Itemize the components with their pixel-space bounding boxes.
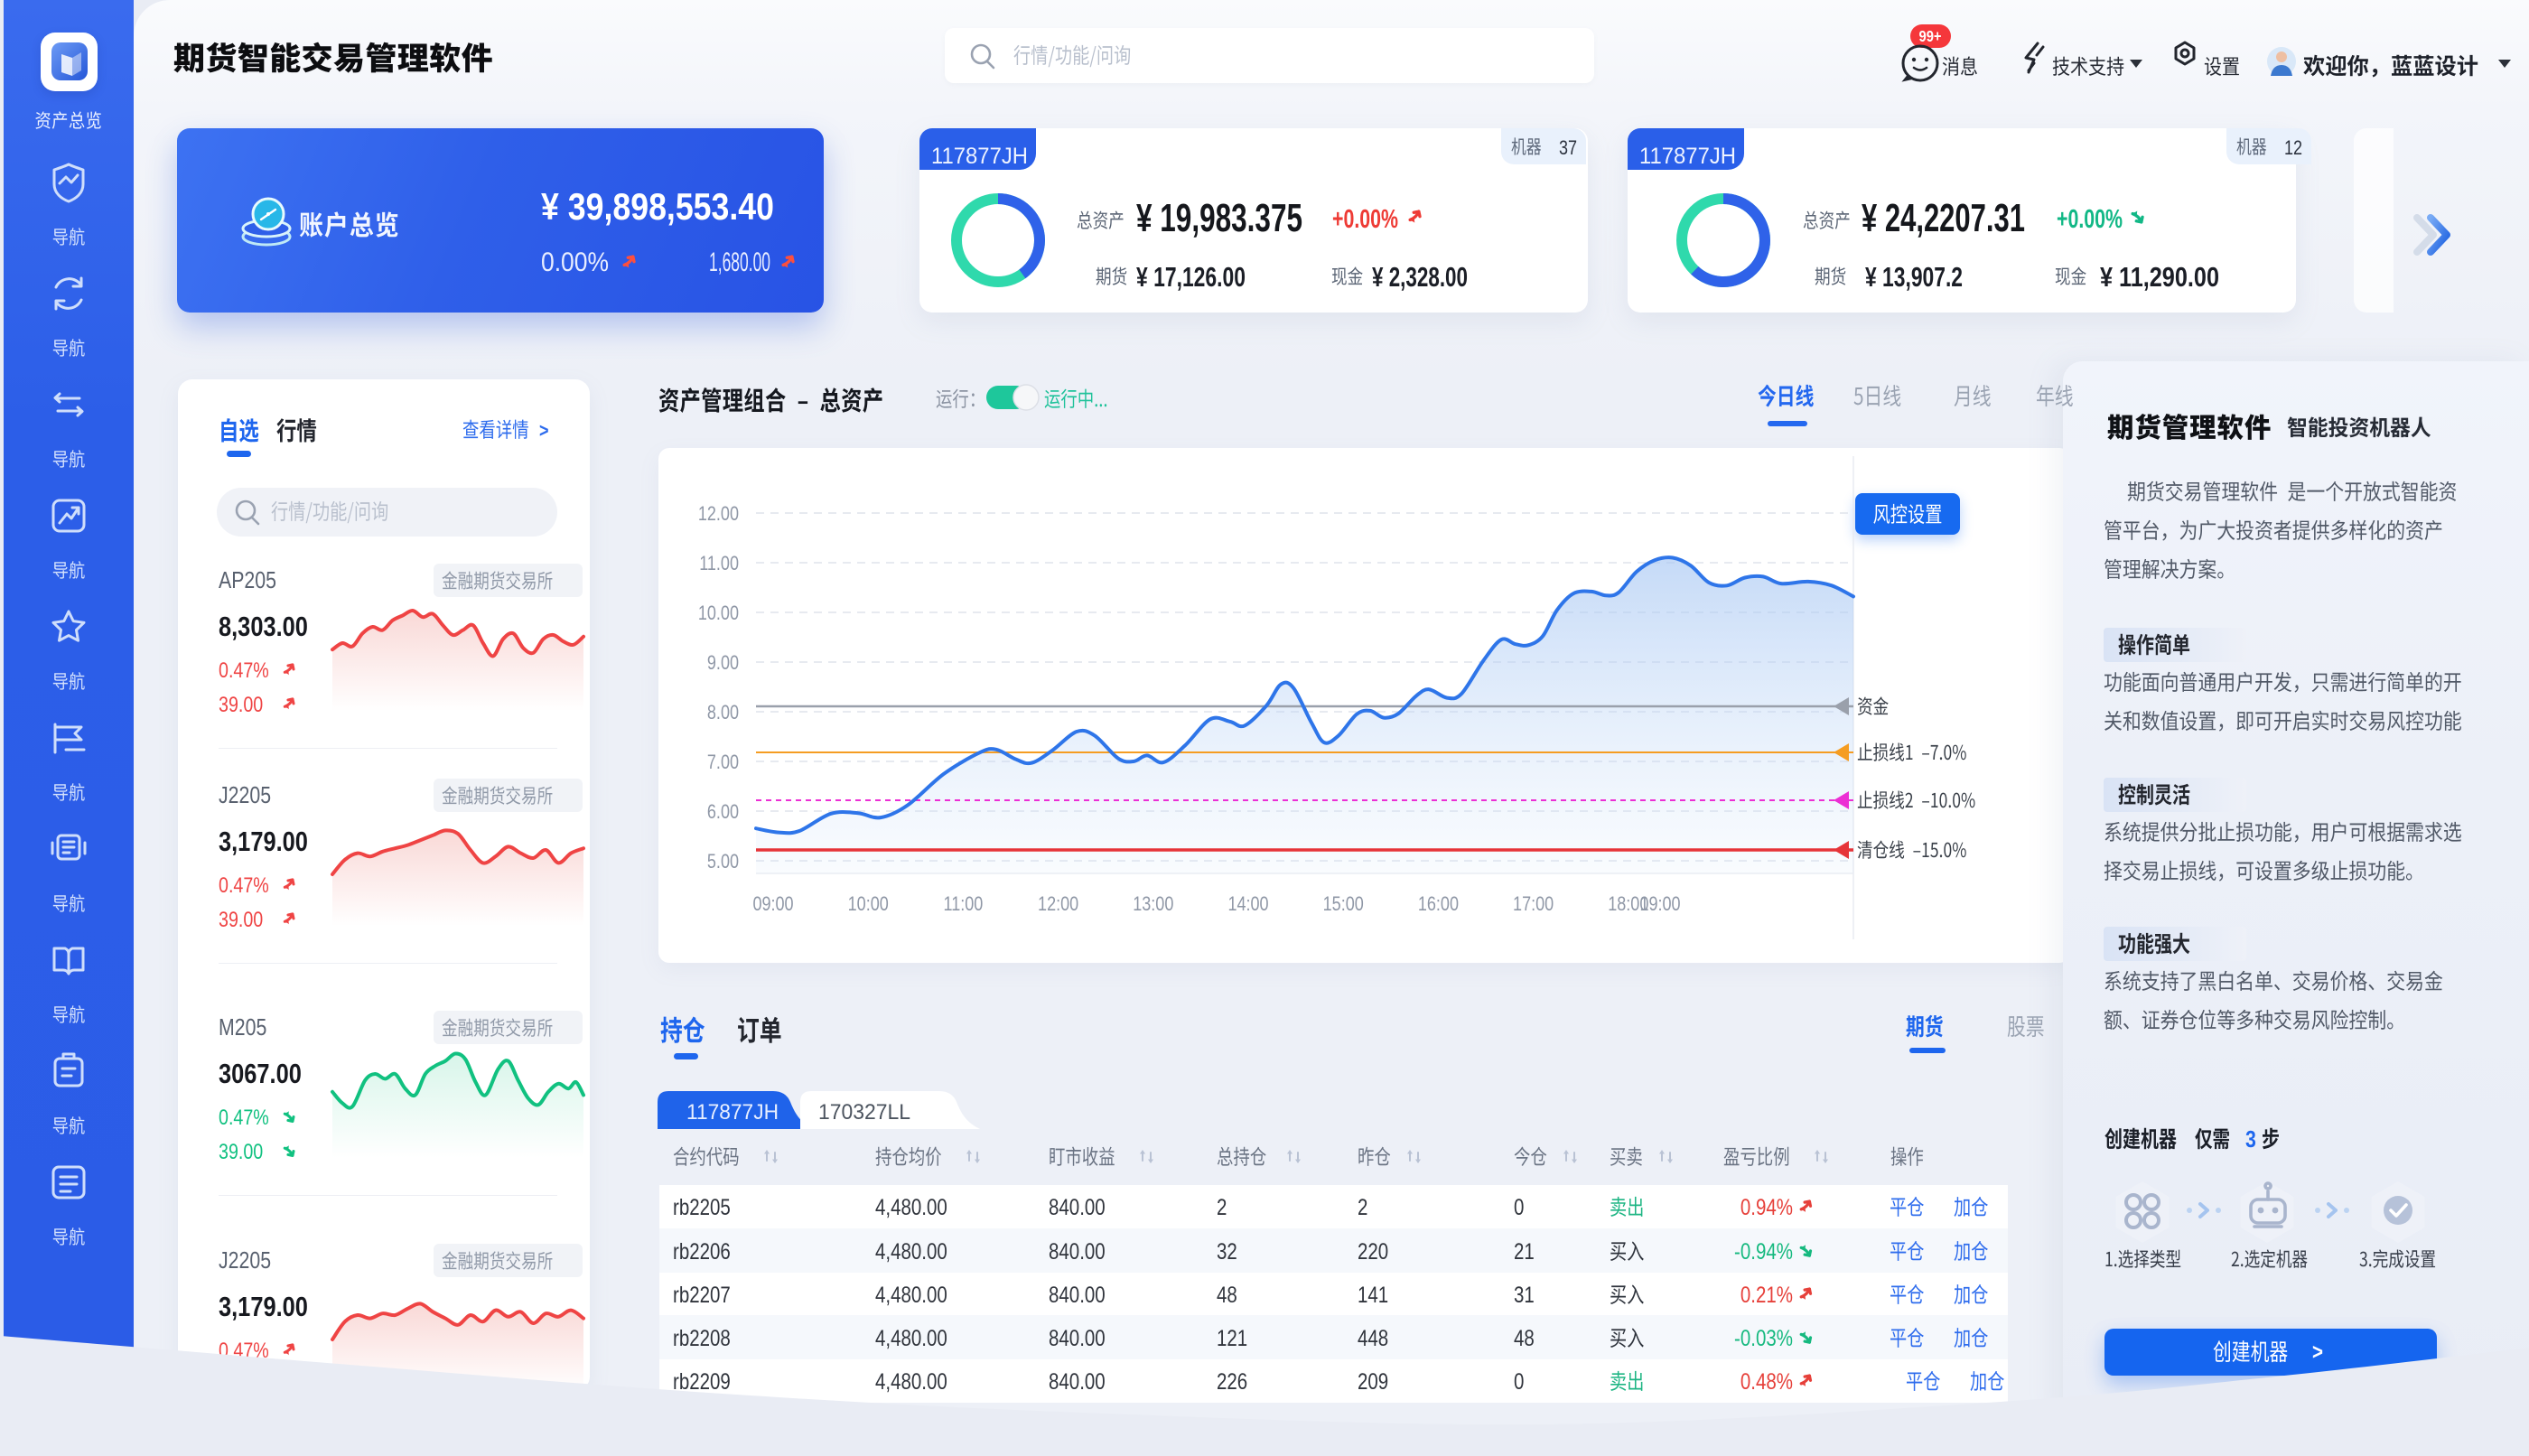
svg-text:39.00: 39.00 [219, 1139, 263, 1163]
svg-text:rb2206: rb2206 [673, 1238, 731, 1264]
svg-text:-0.03%: -0.03% [1734, 1325, 1793, 1350]
svg-text:M205: M205 [219, 1014, 266, 1041]
svg-text:840.00: 840.00 [1049, 1282, 1106, 1307]
svg-text:141: 141 [1358, 1282, 1388, 1307]
svg-text:6.00: 6.00 [707, 801, 739, 823]
svg-text:448: 448 [1358, 1325, 1388, 1350]
svg-text:37: 37 [1559, 137, 1577, 159]
svg-text:¥ 17,126.00: ¥ 17,126.00 [1136, 261, 1246, 293]
svg-text:117877JH: 117877JH [1639, 144, 1736, 169]
svg-text:3: 3 [2245, 1126, 2256, 1153]
svg-text:rb2209: rb2209 [673, 1368, 731, 1394]
svg-text:12:00: 12:00 [1038, 893, 1078, 915]
svg-text:31: 31 [1514, 1282, 1535, 1307]
svg-text:14:00: 14:00 [1227, 893, 1268, 915]
svg-text:+0.00%: +0.00% [1332, 205, 1398, 234]
svg-text:1,680.00: 1,680.00 [709, 247, 770, 277]
svg-text:4,480.00: 4,480.00 [875, 1368, 947, 1394]
svg-text:11:00: 11:00 [944, 893, 984, 915]
svg-text:3,179.00: 3,179.00 [219, 826, 308, 858]
svg-text:99+: 99+ [1918, 28, 1941, 46]
svg-text:209: 209 [1358, 1368, 1388, 1394]
svg-text:48: 48 [1217, 1282, 1237, 1307]
svg-text:3,179.00: 3,179.00 [219, 1292, 308, 1323]
svg-text:4,480.00: 4,480.00 [875, 1325, 947, 1350]
svg-text:117877JH: 117877JH [686, 1100, 779, 1125]
svg-text:rb2208: rb2208 [673, 1325, 731, 1350]
svg-text:12: 12 [2284, 137, 2302, 159]
svg-text:15:00: 15:00 [1323, 893, 1364, 915]
svg-text:121: 121 [1217, 1325, 1247, 1350]
svg-text:¥ 11,290.00: ¥ 11,290.00 [2100, 261, 2219, 293]
svg-text:0.94%: 0.94% [1740, 1194, 1793, 1219]
svg-text:9.00: 9.00 [707, 652, 739, 674]
svg-text:AP205: AP205 [219, 567, 276, 594]
svg-text:19:00: 19:00 [1639, 893, 1680, 915]
svg-text:840.00: 840.00 [1049, 1325, 1106, 1350]
svg-text:0.47%: 0.47% [219, 658, 269, 682]
svg-text:220: 220 [1358, 1238, 1388, 1264]
svg-text:117877JH: 117877JH [931, 144, 1028, 169]
svg-text:48: 48 [1514, 1325, 1535, 1350]
svg-text:09:00: 09:00 [752, 893, 793, 915]
svg-text:2: 2 [1217, 1194, 1227, 1219]
svg-text:0.48%: 0.48% [1740, 1368, 1793, 1394]
svg-text:226: 226 [1217, 1368, 1247, 1394]
svg-text:2: 2 [1358, 1194, 1367, 1219]
svg-text:12.00: 12.00 [698, 503, 739, 525]
svg-text:4,480.00: 4,480.00 [875, 1282, 947, 1307]
svg-text:32: 32 [1217, 1238, 1237, 1264]
svg-text:16:00: 16:00 [1418, 893, 1459, 915]
svg-text:840.00: 840.00 [1049, 1238, 1106, 1264]
svg-text:0: 0 [1514, 1368, 1524, 1394]
svg-text:0.00%: 0.00% [541, 247, 609, 277]
svg-text:0: 0 [1514, 1194, 1524, 1219]
svg-text:¥ 39,898,553.40: ¥ 39,898,553.40 [541, 185, 774, 228]
svg-text:39.00: 39.00 [219, 907, 263, 931]
svg-text:13:00: 13:00 [1133, 893, 1173, 915]
svg-text:170327LL: 170327LL [818, 1100, 910, 1125]
svg-text:¥ 2,328.00: ¥ 2,328.00 [1372, 261, 1468, 293]
svg-text:rb2205: rb2205 [673, 1194, 731, 1219]
svg-text:0.21%: 0.21% [1740, 1282, 1793, 1307]
svg-text:840.00: 840.00 [1049, 1194, 1106, 1219]
svg-text:J2205: J2205 [219, 782, 271, 809]
svg-text:21: 21 [1514, 1238, 1535, 1264]
svg-text:8.00: 8.00 [707, 702, 739, 723]
svg-text:-0.94%: -0.94% [1734, 1238, 1793, 1264]
svg-text:39.00: 39.00 [219, 692, 263, 716]
svg-text:>: > [539, 420, 549, 442]
svg-text:10:00: 10:00 [848, 893, 889, 915]
svg-text:4,480.00: 4,480.00 [875, 1194, 947, 1219]
svg-text:11.00: 11.00 [699, 553, 739, 574]
svg-text:rb2207: rb2207 [673, 1282, 731, 1307]
svg-text:¥ 13,907.2: ¥ 13,907.2 [1865, 261, 1963, 293]
svg-text:0.47%: 0.47% [219, 873, 269, 897]
svg-text:3067.00: 3067.00 [219, 1059, 302, 1090]
svg-text:10.00: 10.00 [698, 602, 739, 624]
svg-text:¥ 24,2207.31: ¥ 24,2207.31 [1862, 196, 2025, 240]
svg-text:+0.00%: +0.00% [2057, 205, 2123, 234]
svg-text:¥ 19,983.375: ¥ 19,983.375 [1136, 196, 1302, 240]
svg-text:17:00: 17:00 [1513, 893, 1554, 915]
svg-text:>: > [2312, 1339, 2323, 1364]
svg-text:5.00: 5.00 [707, 851, 739, 873]
svg-text:J2205: J2205 [219, 1247, 271, 1274]
svg-text:840.00: 840.00 [1049, 1368, 1106, 1394]
svg-text:4,480.00: 4,480.00 [875, 1238, 947, 1264]
svg-text:0.47%: 0.47% [219, 1105, 269, 1129]
svg-text:8,303.00: 8,303.00 [219, 611, 308, 643]
svg-text:7.00: 7.00 [707, 751, 739, 773]
svg-text:18:00: 18:00 [1608, 893, 1648, 915]
